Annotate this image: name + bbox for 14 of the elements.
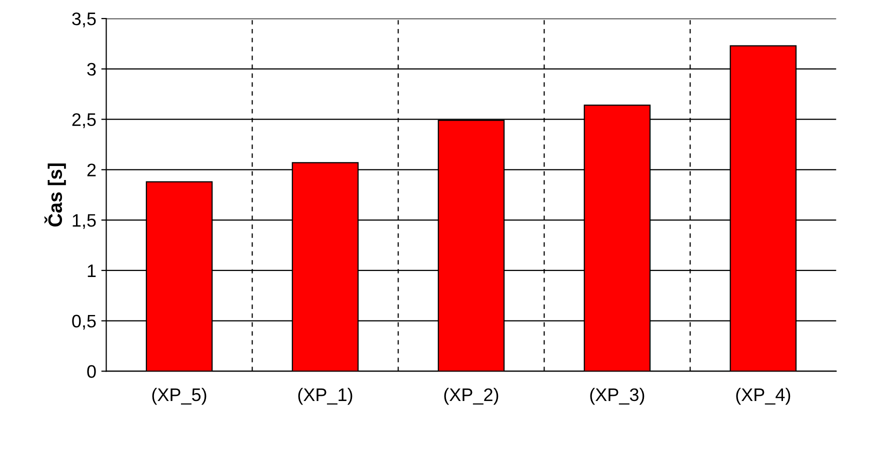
y-tick-label: 3 — [87, 62, 96, 76]
x-tick-label: (XP_2) — [444, 388, 498, 405]
y-tick-label: 3,5 — [72, 12, 96, 28]
x-tick-label: (XP_5) — [152, 388, 206, 405]
y-tick-label: 2,5 — [72, 113, 96, 128]
y-tick-label: 2 — [87, 164, 96, 176]
y-tick-label: 0,5 — [72, 314, 96, 330]
x-tick-label: (XP_1) — [298, 388, 352, 405]
y-axis-title: Čas [s] — [44, 164, 66, 226]
y-tick-label: 1,5 — [72, 214, 96, 229]
y-tick-label: 1 — [88, 264, 96, 277]
x-tick-label: (XP_3) — [590, 388, 644, 405]
x-tick-label: (XP_4) — [736, 388, 790, 405]
y-tick-label: 0 — [87, 365, 96, 378]
